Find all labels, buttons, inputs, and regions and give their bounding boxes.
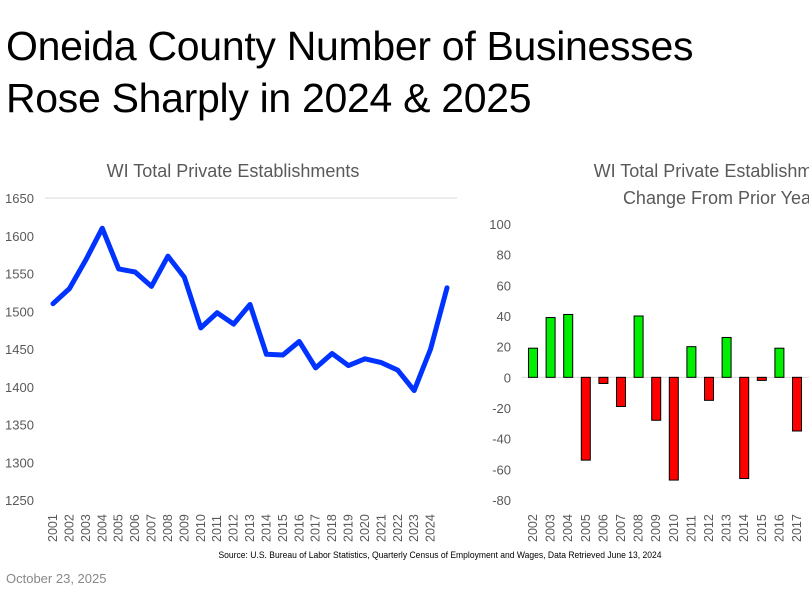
x-tick-label: 2008 [632,514,646,542]
x-tick-label: 2006 [596,514,610,542]
x-tick-label: 2012 [702,514,716,542]
x-tick-label: 2010 [667,514,681,542]
y-tick-label: -80 [492,493,511,508]
x-tick-label: 2010 [194,514,208,542]
x-tick-label: 2005 [112,514,126,542]
x-tick-label: 2001 [46,514,60,542]
x-tick-label: 2004 [95,514,109,542]
x-tick-label: 2006 [128,514,142,542]
x-tick-label: 2018 [808,514,809,542]
x-tick-label: 2014 [259,514,273,542]
bar [774,347,785,378]
bar [686,346,697,378]
y-tick-label: 1450 [5,342,34,357]
x-tick-label: 2013 [243,514,257,542]
x-tick-label: 2009 [649,514,663,542]
bar-chart-subtitle: Change From Prior Year [623,188,809,208]
x-tick-label: 2002 [62,514,76,542]
y-tick-label: -20 [492,401,511,416]
x-tick-label: 2024 [424,514,438,542]
bar [598,376,609,384]
x-tick-label: 2014 [737,514,751,542]
y-tick-label: 1250 [5,493,34,508]
y-tick-label: 1300 [5,455,34,470]
slide-title-line-2: Rose Sharply in 2024 & 2025 [6,75,532,121]
bar [668,376,679,481]
y-tick-label: 1650 [5,191,34,206]
bar-chart-title: WI Total Private Establishments [594,161,809,181]
bar [528,347,538,378]
y-tick-label: 20 [497,340,511,355]
slide-title-line-1: Oneida County Number of Businesses [6,23,694,69]
x-tick-label: 2015 [276,514,290,542]
y-tick-label: 100 [489,217,511,232]
bar [756,376,767,381]
x-tick-label: 2002 [526,514,540,542]
y-tick-label: 1350 [5,418,34,433]
x-tick-label: 2019 [342,514,356,542]
bar [739,376,750,480]
y-tick-label: 1600 [5,229,34,244]
bar [651,376,662,421]
x-tick-label: 2009 [177,514,191,542]
x-tick-label: 2016 [292,514,306,542]
source-note: Source: U.S. Bureau of Labor Statistics,… [218,550,662,561]
y-tick-label: -40 [492,432,511,447]
y-tick-label: 40 [497,309,511,324]
x-tick-label: 2016 [772,514,786,542]
y-tick-label: -60 [492,462,511,477]
x-tick-label: 2011 [210,515,224,542]
x-tick-label: 2003 [79,514,93,542]
line-chart-title: WI Total Private Establishments [107,161,360,181]
x-tick-label: 2008 [161,514,175,542]
x-tick-label: 2003 [544,514,558,542]
x-tick-label: 2018 [325,514,339,542]
x-tick-label: 2005 [579,514,593,542]
y-tick-label: 60 [497,278,511,293]
slide-date: October 23, 2025 [6,571,107,586]
y-tick-label: 0 [504,370,511,385]
x-tick-label: 2011 [684,515,698,542]
x-tick-label: 2013 [720,514,734,542]
x-tick-label: 2023 [407,514,421,542]
bar-chart: WI Total Private Establishments Change F… [489,161,809,542]
bar [704,376,714,401]
x-tick-label: 2007 [145,514,159,542]
x-tick-label: 2022 [391,514,405,542]
x-tick-label: 2007 [614,514,628,542]
x-tick-label: 2017 [790,514,804,542]
line-chart: WI Total Private Establishments 1650 1600… [5,161,457,542]
x-tick-label: 2020 [358,514,372,542]
y-tick-label: 1400 [5,380,34,395]
x-tick-label: 2021 [374,514,388,542]
y-tick-label: 80 [497,248,511,263]
y-tick-label: 1550 [5,267,34,282]
x-tick-label: 2012 [227,514,241,542]
bar [545,317,556,378]
y-tick-label: 1500 [5,304,34,319]
x-tick-label: 2015 [755,514,769,542]
bar [563,313,574,378]
x-tick-label: 2017 [309,514,323,542]
bar [633,315,644,378]
bar [616,376,626,407]
x-tick-label: 2004 [561,514,575,542]
bar [721,336,732,378]
series-line [50,225,450,394]
bar [580,376,591,461]
slide-title: Oneida County Number of Businesses Rose … [6,20,693,124]
bar [792,376,802,432]
